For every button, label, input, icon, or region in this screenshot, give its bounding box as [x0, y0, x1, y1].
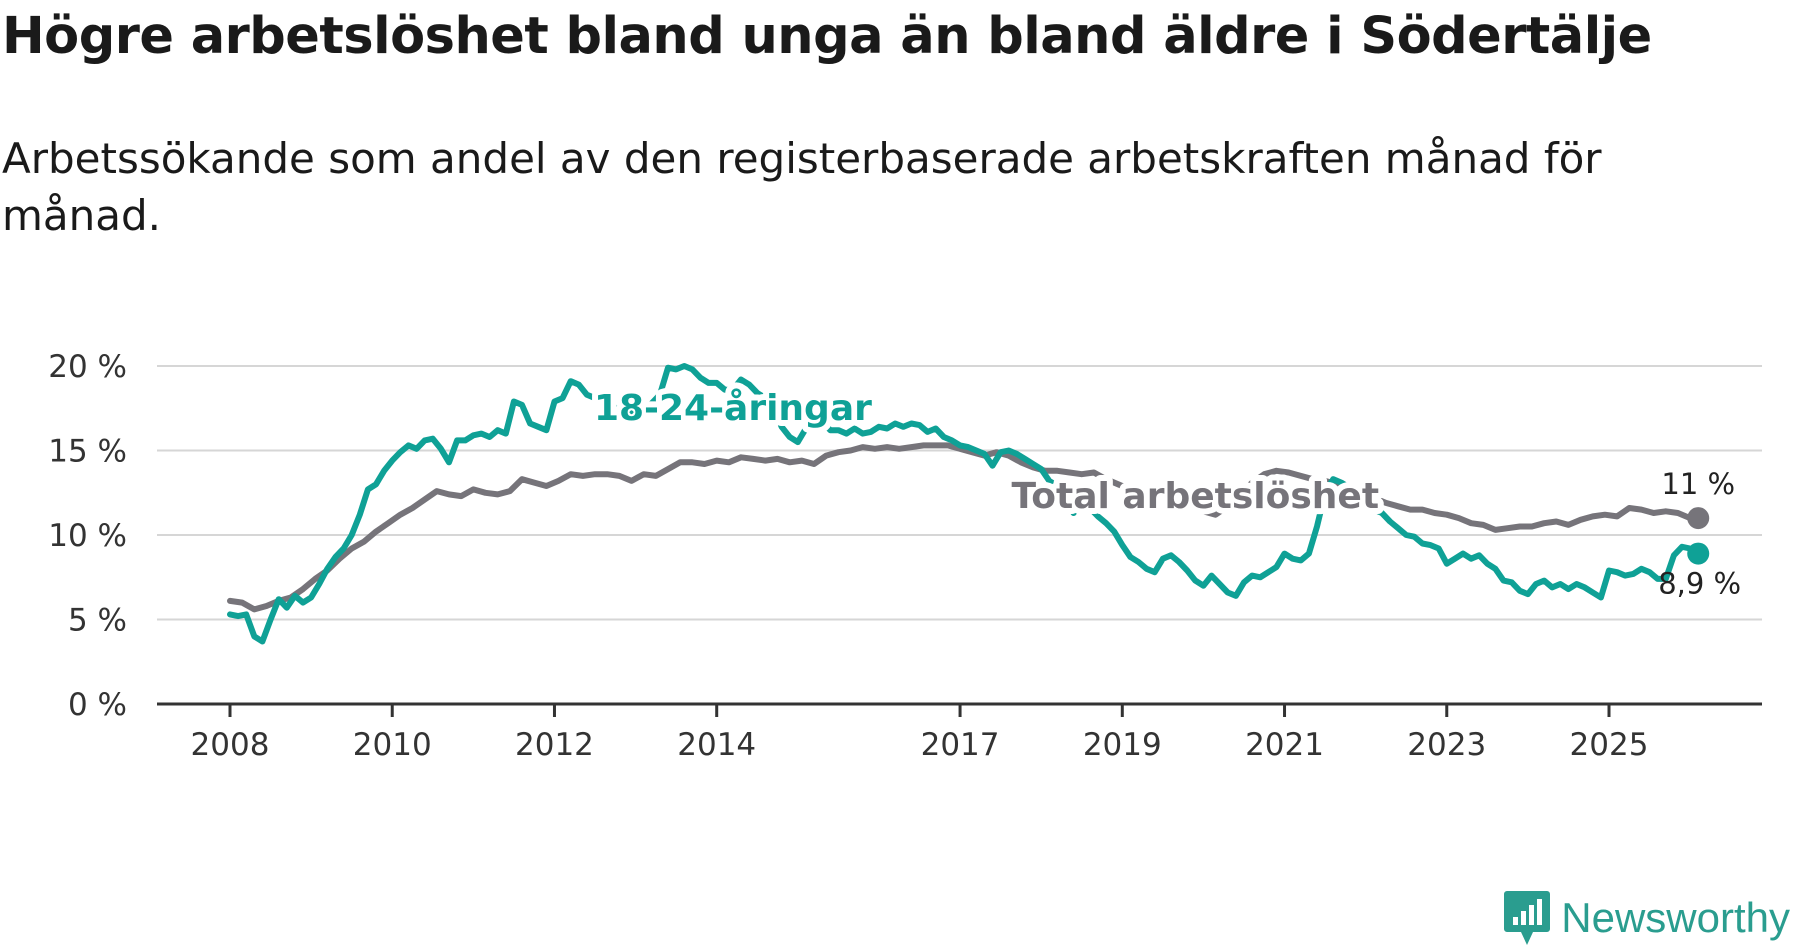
series-line-total [227, 442, 1702, 613]
gridlines [157, 365, 1762, 621]
series-label-youth: 18-24-åringar [594, 388, 872, 429]
x-tick-label: 2021 [1245, 727, 1324, 763]
y-tick-label: 20 % [48, 349, 127, 385]
x-tick-label: 2025 [1570, 727, 1649, 763]
series-end-point [1687, 542, 1710, 565]
brand-name: Newsworthy [1561, 894, 1790, 941]
newsworthy-logo-icon [1504, 891, 1551, 945]
x-tick-label: 2017 [921, 727, 1000, 763]
end-label-youth: 8,9 % [1658, 567, 1741, 601]
series-label-total: Total arbetslöshet [1012, 476, 1380, 517]
x-tick-label: 2014 [677, 727, 756, 763]
axes: 0 % 5 % 10 % 15 % 20 % 2008 2010 2012 2014 2017 20… [48, 349, 1762, 763]
series-end-point [1687, 507, 1710, 530]
chart-subtitle: Arbetssökande som andel av den registerb… [2, 134, 1602, 240]
y-tick-label: 15 % [48, 434, 127, 470]
y-tick-label: 10 % [48, 518, 127, 554]
x-tick-label: 2008 [191, 727, 270, 763]
series-labels: 11 %8,9 %18-24-åringar18-24-åringarTotal… [588, 382, 1741, 601]
x-tick-label: 2019 [1083, 727, 1162, 763]
series-line-youth [227, 363, 1702, 645]
x-tick-label: 2012 [515, 727, 594, 763]
y-tick-label: 0 % [68, 687, 127, 723]
y-tick-label: 5 % [68, 603, 127, 639]
x-tick-label: 2010 [353, 727, 432, 763]
series-lines [227, 363, 1710, 645]
x-tick-label: 2023 [1407, 727, 1486, 763]
newsworthy-logo: Newsworthy [1503, 888, 1790, 948]
end-label-total: 11 % [1661, 467, 1735, 501]
series-label-youth-halo: 18-24-åringar [594, 388, 872, 429]
chart-title: Högre arbetslöshet bland unga än bland ä… [2, 7, 1652, 66]
series-label-total-halo: Total arbetslöshet [1012, 476, 1380, 517]
